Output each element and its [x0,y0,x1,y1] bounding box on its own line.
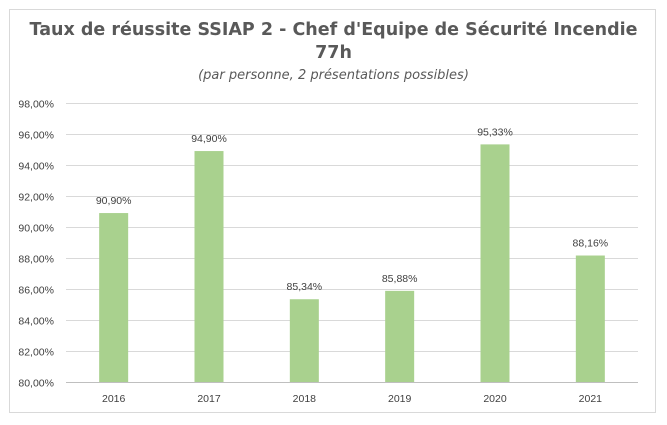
chart-title: Taux de réussite SSIAP 2 - Chef d'Equipe… [29,20,638,40]
bar [575,255,605,382]
x-tick-label: 2020 [483,393,507,405]
bar [289,299,319,382]
chart-title-line2: 77h [315,43,352,63]
y-tick-label: 90,00% [18,223,54,235]
y-tick-label: 92,00% [18,192,54,204]
bar [99,213,129,382]
data-label: 90,90% [96,195,132,207]
y-tick-label: 84,00% [18,316,54,328]
data-label: 95,33% [477,126,513,138]
x-tick-label: 2017 [197,393,221,405]
data-label: 85,34% [287,281,323,293]
y-tick-label: 86,00% [18,285,54,297]
y-tick-label: 96,00% [18,130,54,142]
y-tick-label: 80,00% [18,378,54,390]
data-label: 88,16% [573,238,609,250]
y-tick-label: 98,00% [18,99,54,111]
data-label: 85,88% [382,273,418,285]
x-tick-label: 2021 [579,393,603,405]
chart-subtitle: (par personne, 2 présentations possibles… [198,68,469,83]
x-tick-label: 2019 [388,393,412,405]
bar [480,144,510,382]
bar [194,151,224,382]
bar [385,290,415,382]
data-label: 94,90% [191,133,227,145]
x-tick-label: 2018 [293,393,317,405]
y-tick-label: 82,00% [18,347,54,359]
x-tick-label: 2016 [102,393,126,405]
y-tick-label: 94,00% [18,161,54,173]
y-tick-label: 88,00% [18,254,54,266]
